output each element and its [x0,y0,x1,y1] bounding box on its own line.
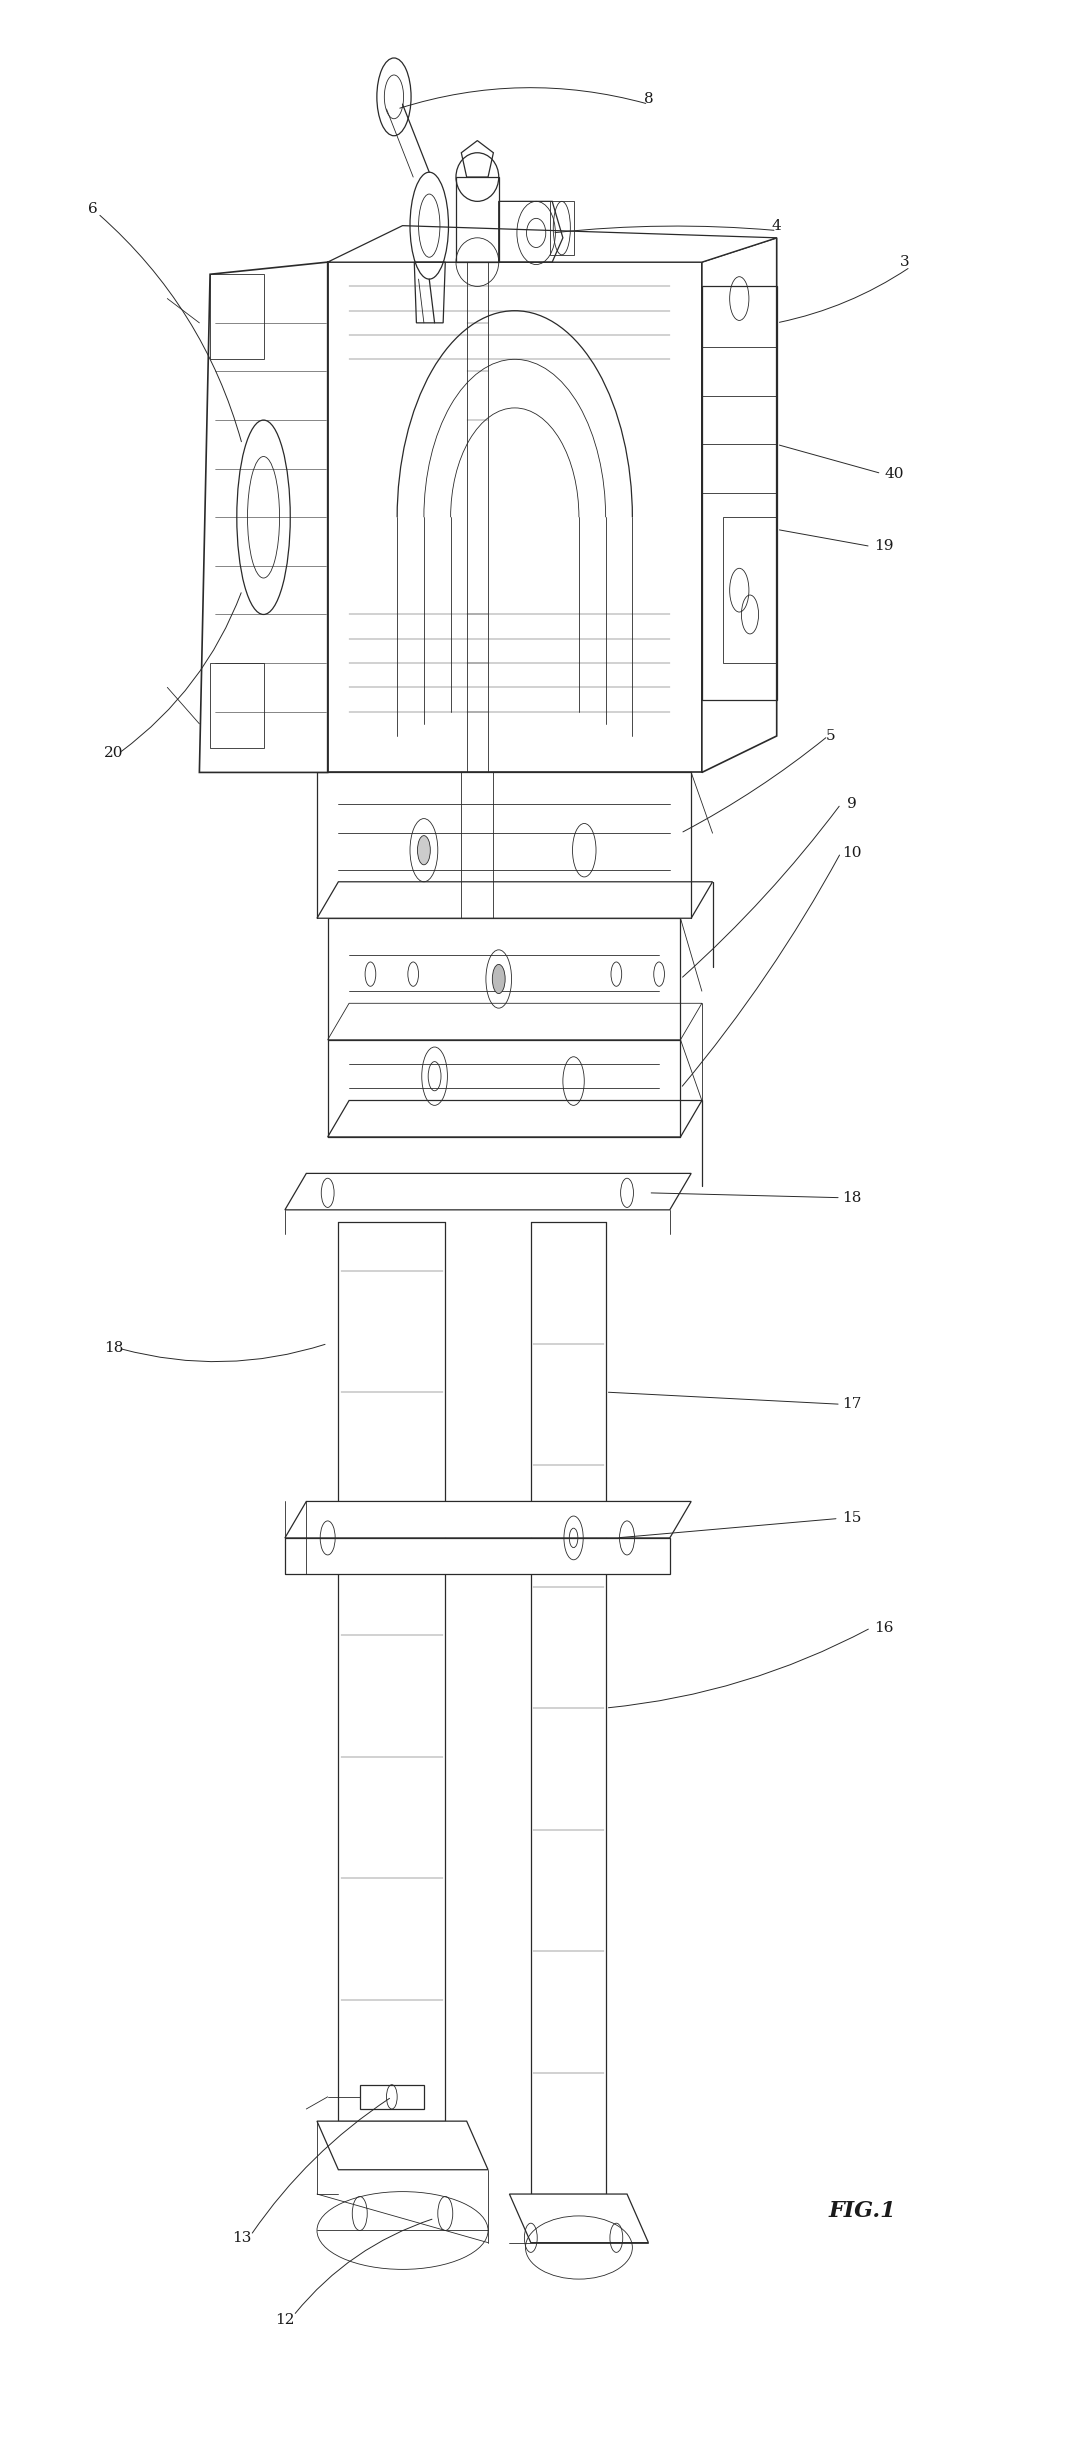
Circle shape [493,965,505,995]
Bar [210,274,263,359]
Polygon shape [285,1173,691,1210]
Text: 6: 6 [88,203,97,215]
Polygon shape [285,1537,669,1574]
Bar [210,662,263,748]
Polygon shape [317,882,713,919]
Bar [723,518,777,662]
Text: 13: 13 [233,2231,252,2244]
Text: 18: 18 [104,1342,123,1356]
Text: 20: 20 [104,745,123,760]
Text: 3: 3 [900,254,910,269]
Text: 19: 19 [874,540,893,552]
Text: 40: 40 [885,467,904,481]
Text: 16: 16 [874,1620,893,1635]
Text: 18: 18 [841,1190,861,1205]
Polygon shape [199,262,328,772]
Polygon shape [317,2121,488,2170]
Polygon shape [328,1100,702,1136]
Text: 17: 17 [841,1398,861,1410]
Text: 15: 15 [841,1510,861,1525]
Text: 12: 12 [275,2314,295,2327]
Text: 8: 8 [643,93,653,105]
Text: 5: 5 [825,728,835,743]
Polygon shape [285,1501,691,1537]
Bar [702,286,777,699]
Polygon shape [509,2195,649,2244]
Circle shape [417,836,430,865]
Text: FIG.1: FIG.1 [828,2200,896,2222]
Polygon shape [702,237,777,772]
Text: 9: 9 [847,797,857,811]
Bar [550,200,574,254]
Text: 4: 4 [772,218,782,232]
Polygon shape [328,225,777,262]
Text: 10: 10 [841,846,861,860]
